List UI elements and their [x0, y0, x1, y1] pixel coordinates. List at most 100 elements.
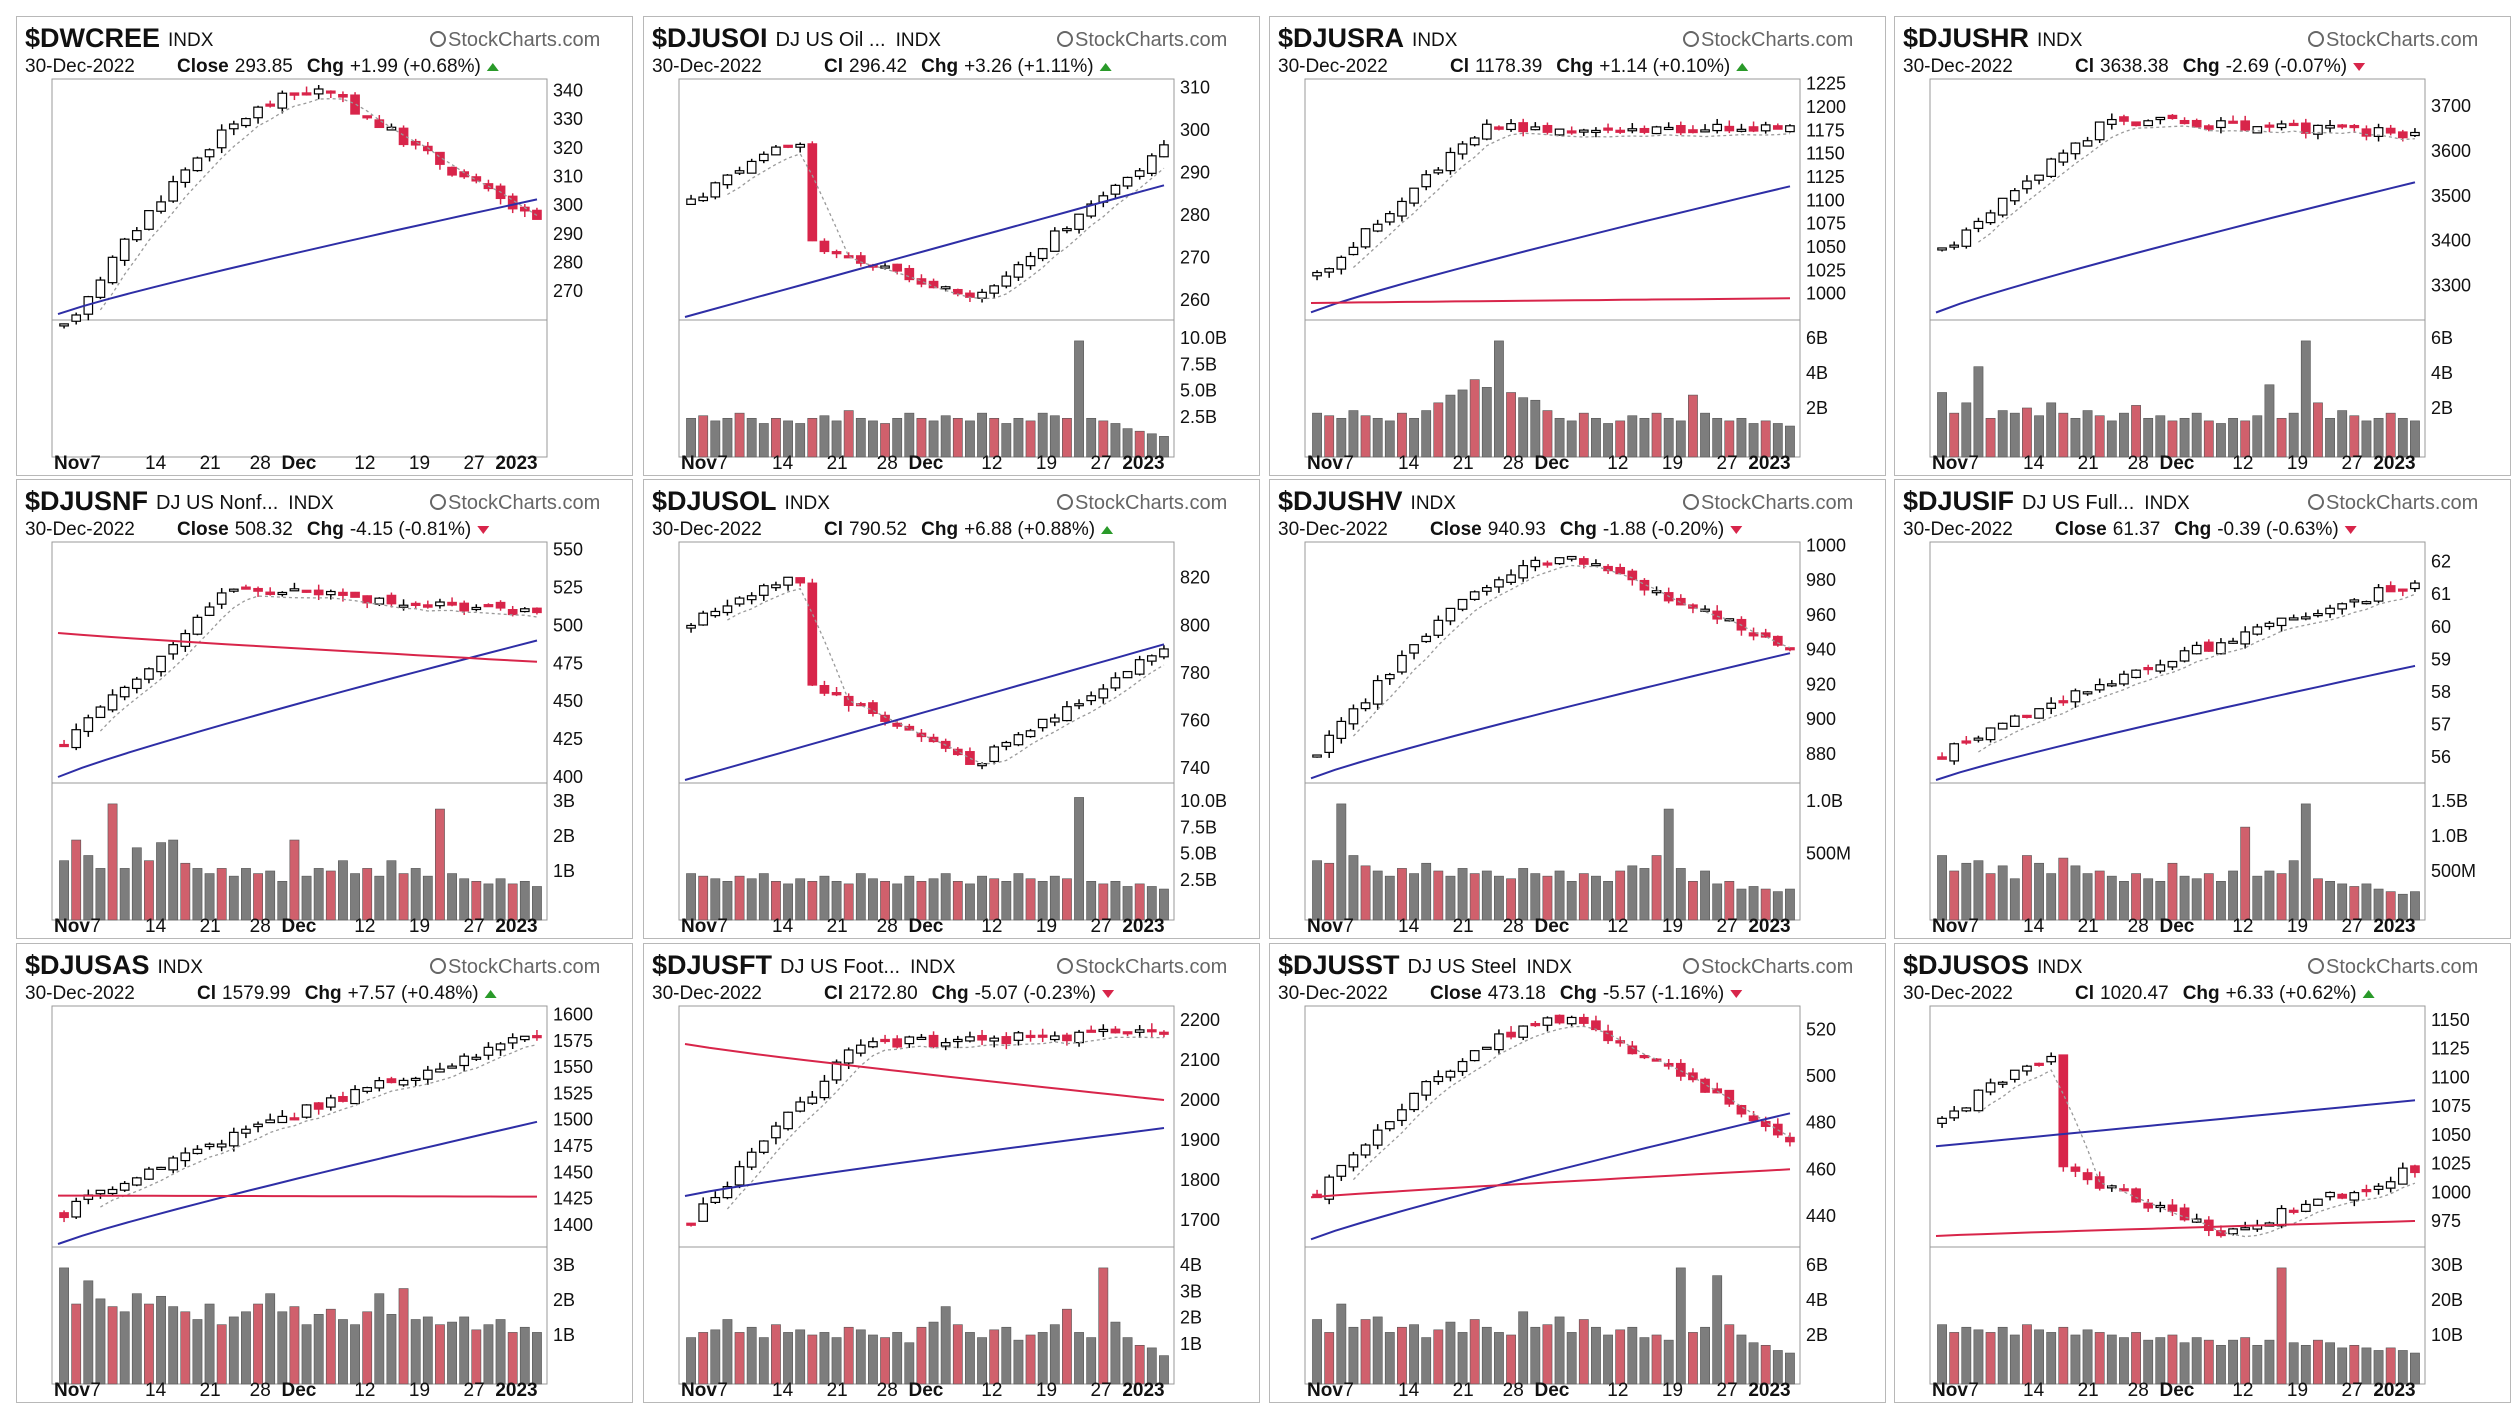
x-tick-label: 12	[981, 916, 1002, 937]
close-label: Close	[1430, 519, 1482, 540]
volume-bar	[1409, 1324, 1419, 1385]
volume-bar	[532, 1332, 542, 1385]
candle	[362, 115, 373, 120]
candle	[532, 207, 542, 220]
volume-bar	[2325, 880, 2335, 921]
chart-panel[interactable]: $DJUSIF DJ US Full... INDX StockCharts.com 3…	[1894, 479, 2511, 939]
change-value: -4.15 (-0.81%)	[350, 519, 471, 540]
volume-bar	[2106, 875, 2117, 921]
candle	[722, 174, 733, 189]
candle	[1384, 672, 1395, 685]
y-tick-label: 975	[2431, 1211, 2461, 1231]
volume-bar	[1712, 883, 1723, 921]
chart-panel[interactable]: $DJUSOL INDX StockCharts.com 30-Dec-2022 Cl 7…	[643, 479, 1260, 939]
up-arrow-icon	[1736, 63, 1749, 71]
candle	[807, 1090, 818, 1105]
volume-bar	[1384, 1332, 1395, 1385]
chart-panel[interactable]: $DJUSNF DJ US Nonf... INDX StockCharts.com 3…	[16, 479, 633, 939]
volume-bar	[1688, 394, 1698, 458]
volume-bar	[2094, 870, 2105, 921]
volume-bar	[2313, 402, 2323, 458]
volume-bar	[1736, 1334, 1747, 1385]
index-tag: INDX	[2037, 957, 2083, 978]
candle	[131, 227, 142, 242]
volume-bar	[1530, 1326, 1541, 1385]
chart-panel[interactable]: $DJUSRA INDX StockCharts.com 30-Dec-2022 Cl 1…	[1269, 16, 1886, 476]
volume-bar	[1651, 855, 1662, 921]
volume-bar	[843, 410, 854, 458]
candle	[95, 705, 106, 719]
candle	[734, 166, 745, 175]
y-tick-label: 740	[1180, 758, 1210, 778]
candle	[192, 614, 203, 636]
candle	[1469, 136, 1480, 147]
volume-bar	[977, 412, 987, 458]
down-arrow-icon	[2344, 526, 2357, 534]
candle	[507, 193, 518, 214]
candle	[2325, 604, 2335, 618]
chart-panel[interactable]: $DWCREE INDX StockCharts.com 30-Dec-2022 Clo…	[16, 16, 633, 476]
candle	[2203, 124, 2214, 132]
volume-bar	[277, 1311, 288, 1385]
candle	[1772, 635, 1783, 647]
volume-bar	[107, 1306, 118, 1385]
candle	[1530, 1021, 1541, 1027]
volume-bar	[410, 868, 421, 921]
volume-bar	[2179, 417, 2190, 458]
close-value: 61.37	[2113, 519, 2161, 540]
candle	[2167, 1199, 2178, 1217]
candle	[2082, 1168, 2093, 1185]
chart-svg: $DJUSHV INDX StockCharts.com 30-Dec-2022 Clo…	[1278, 486, 1853, 937]
close-value: 296.42	[849, 56, 907, 77]
brand-name: StockCharts.com	[1075, 492, 1227, 514]
x-tick-label: 19	[409, 916, 430, 937]
volume-bar	[2385, 891, 2396, 921]
candle	[1494, 1029, 1504, 1054]
chart-panel[interactable]: $DJUSOS INDX StockCharts.com 30-Dec-2022 Cl 1…	[1894, 943, 2511, 1403]
y-tick-label: 310	[553, 166, 583, 186]
candle	[1639, 578, 1650, 596]
plot-frame	[1304, 78, 1801, 458]
ma-long-line	[684, 1043, 1165, 1101]
candle	[1421, 633, 1432, 643]
chart-panel[interactable]: $DJUSFT DJ US Foot... INDX StockCharts.com 3…	[643, 943, 1260, 1403]
volume-bar	[180, 1311, 191, 1385]
candle	[2373, 584, 2384, 604]
volume-bar	[1146, 1347, 1157, 1385]
candle	[1372, 675, 1383, 710]
candle	[2349, 598, 2360, 608]
volume-bar	[2397, 417, 2408, 458]
x-tick-label: 14	[2023, 453, 2045, 474]
brand-logo: StockCharts.com	[1683, 492, 1853, 514]
chart-panel[interactable]: $DJUSHV INDX StockCharts.com 30-Dec-2022 Clo…	[1269, 479, 1886, 939]
volume-bar	[1336, 1303, 1347, 1385]
x-tick-label: 19	[2287, 453, 2308, 474]
volume-bar	[1700, 1326, 1710, 1385]
volume-bar	[168, 839, 179, 921]
volume-bar	[1760, 888, 1771, 921]
volume-bar	[807, 1334, 818, 1385]
volume-tick-label: 1.5B	[2431, 791, 2468, 811]
volume-bar	[758, 423, 769, 458]
volume-bar	[1518, 1311, 1529, 1385]
volume-tick-label: 10B	[2431, 1325, 2463, 1345]
chart-description: DJ US Steel	[1408, 956, 1517, 978]
volume-bar	[119, 868, 130, 921]
chart-panel[interactable]: $DJUSOI DJ US Oil ... INDX StockCharts.com 3…	[643, 16, 1260, 476]
x-tick-label: 7	[717, 1380, 728, 1401]
candle	[1639, 125, 1650, 135]
ma-short-line	[1978, 1069, 2416, 1238]
volume-bar	[2373, 1350, 2384, 1385]
candle	[2361, 1184, 2372, 1197]
x-tick-label: 21	[1453, 916, 1474, 937]
volume-bar	[758, 873, 769, 921]
chart-panel[interactable]: $DJUSHR INDX StockCharts.com 30-Dec-2022 Cl 3…	[1894, 16, 2511, 476]
chart-panel[interactable]: $DJUSAS INDX StockCharts.com 30-Dec-2022 Cl 1…	[16, 943, 633, 1403]
candle	[362, 595, 373, 609]
candle	[1324, 267, 1335, 278]
candle	[71, 723, 82, 751]
chart-panel[interactable]: $DJUSST DJ US Steel INDX StockCharts.com 30-…	[1269, 943, 1886, 1403]
volume-bar	[83, 1280, 94, 1385]
candle	[2131, 121, 2141, 127]
up-arrow-icon	[484, 990, 497, 998]
